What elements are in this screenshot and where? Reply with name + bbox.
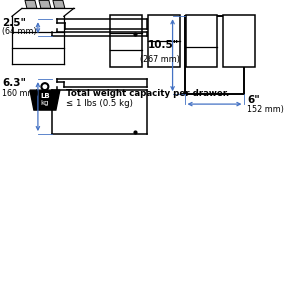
Text: 6.3": 6.3" (2, 78, 26, 88)
Text: LB: LB (40, 93, 50, 99)
Polygon shape (25, 0, 37, 8)
Text: 2.5": 2.5" (2, 18, 26, 28)
Polygon shape (39, 0, 51, 8)
Text: kg: kg (41, 100, 49, 106)
Bar (223, 15, 255, 67)
Bar (186, 15, 218, 67)
Polygon shape (53, 0, 65, 8)
Text: 10.5": 10.5" (148, 40, 180, 50)
Text: 6": 6" (247, 95, 260, 105)
Text: (267 mm): (267 mm) (140, 55, 180, 64)
Bar (110, 15, 142, 67)
Text: Total weight capacity per drawer.: Total weight capacity per drawer. (66, 89, 229, 98)
Polygon shape (30, 90, 60, 110)
Text: ≤ 1 lbs (0.5 kg): ≤ 1 lbs (0.5 kg) (66, 99, 133, 108)
Text: 152 mm): 152 mm) (247, 105, 284, 114)
Text: 160 mm): 160 mm) (2, 89, 39, 98)
Bar (185, 16, 244, 94)
Text: (64 mm): (64 mm) (2, 27, 37, 36)
Bar (148, 15, 180, 67)
